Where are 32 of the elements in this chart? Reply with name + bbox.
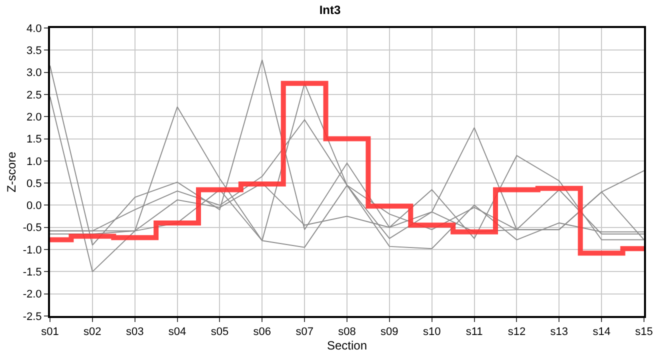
y-tick-label: -0.5	[22, 222, 42, 234]
y-tick-label: 3.0	[26, 67, 42, 80]
x-axis-title: Section	[326, 338, 368, 353]
x-tick-label: s09	[380, 326, 398, 338]
x-tick-label: s07	[296, 326, 314, 338]
y-tick-label: 3.5	[26, 45, 42, 57]
y-tick-label: 2.5	[26, 89, 42, 102]
x-tick-label: s05	[210, 326, 229, 338]
y-tick-label: 0.0	[26, 200, 42, 212]
y-tick-label: 4.0	[26, 22, 42, 35]
y-tick-label: 1.5	[26, 134, 42, 146]
chart-title: Int3	[319, 2, 341, 17]
x-tick-label: s02	[84, 326, 102, 338]
y-tick-label: -2.5	[22, 310, 42, 323]
y-tick-label: -1.5	[22, 266, 42, 279]
x-tick-label: s12	[508, 326, 526, 338]
x-tick-label: s13	[550, 326, 568, 338]
y-tick-label: 0.5	[26, 178, 42, 190]
x-tick-label: s08	[338, 326, 356, 338]
x-tick-label: s14	[592, 326, 610, 338]
y-tick-label: 2.0	[26, 111, 42, 124]
x-tick-label: s10	[422, 326, 441, 338]
x-tick-label: s01	[41, 326, 59, 338]
y-tick-label: -2.0	[22, 288, 42, 301]
x-tick-label: s15	[635, 326, 653, 338]
y-tick-label: 1.0	[26, 156, 42, 168]
x-tick-label: s11	[466, 326, 483, 338]
x-tick-label: s03	[126, 326, 144, 338]
y-tick-label: -1.0	[22, 244, 42, 256]
x-tick-label: s04	[168, 326, 186, 338]
x-tick-label: s06	[253, 326, 272, 338]
y-axis-title: Z-score	[4, 151, 19, 192]
